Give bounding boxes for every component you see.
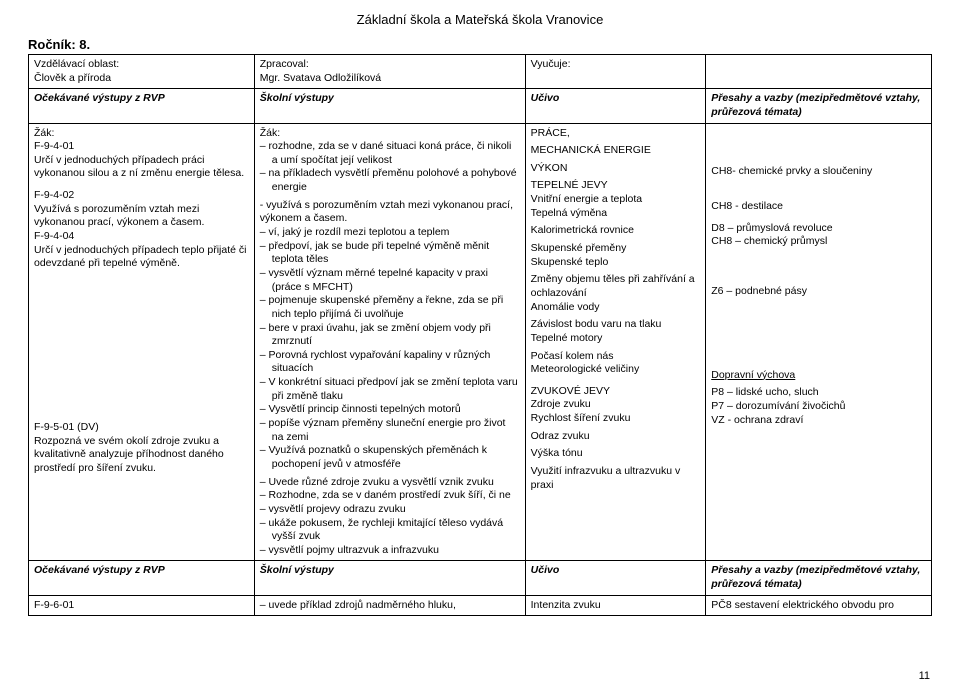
text: Určí v jednoduchých případech práci vyko… [34, 154, 249, 181]
cell-empty [706, 55, 932, 89]
text: Skupenské přeměny [531, 242, 701, 256]
text: Tepelné motory [531, 332, 701, 346]
text: Vnitřní energie a teplota [531, 193, 701, 207]
list-item: Uvede různé zdroje zvuku a vysvětlí vzni… [272, 476, 520, 490]
text: MECHANICKÁ ENERGIE [531, 144, 701, 158]
cell: Intenzita zvuku [525, 595, 706, 616]
header-ucivo: Učivo [525, 561, 706, 595]
zak-label: Žák: [260, 127, 520, 141]
text: - využívá s porozuměním vztah mezi vykon… [260, 199, 520, 226]
cell-oblast: Vzdělávací oblast: Člověk a příroda [29, 55, 255, 89]
list-item: pojmenuje skupenské přeměny a řekne, zda… [272, 294, 520, 321]
text: Určí v jednoduchých případech teplo přij… [34, 244, 249, 271]
text: Odraz zvuku [531, 430, 701, 444]
header-rvp: Očekávané výstupy z RVP [29, 561, 255, 595]
code: F-9-5-01 (DV) [34, 421, 249, 435]
code: F-9-4-01 [34, 140, 249, 154]
list-item: ví, jaký je rozdíl mezi teplotou a teple… [272, 226, 520, 240]
text: Z6 – podnebné pásy [711, 285, 926, 299]
list-item: vysvětlí pojmy ultrazvuk a infrazvuku [272, 544, 520, 558]
text: TEPELNÉ JEVY [531, 179, 701, 193]
text: Využívá s porozuměním vztah mezi vykonan… [34, 203, 249, 230]
text: Anomálie vody [531, 301, 701, 315]
zak-label: Žák: [34, 127, 249, 141]
header-presahy: Přesahy a vazby (mezipředmětové vztahy, … [706, 561, 932, 595]
text: Rychlost šíření zvuku [531, 412, 701, 426]
page-number: 11 [919, 670, 930, 682]
list: ví, jaký je rozdíl mezi teplotou a teple… [260, 226, 520, 472]
page-header: Základní škola a Mateřská škola Vranovic… [28, 12, 932, 27]
list-item: předpoví, jak se bude při tepelné výměně… [272, 240, 520, 267]
code: F-9-4-04 [34, 230, 249, 244]
table-row: F-9-6-01 uvede příklad zdrojů nadměrného… [29, 595, 932, 616]
cell-zpracoval: Zpracoval: Mgr. Svatava Odložilíková [254, 55, 525, 89]
curriculum-table: Vzdělávací oblast: Člověk a příroda Zpra… [28, 54, 932, 616]
code: F-9-4-02 [34, 189, 249, 203]
header-rvp: Očekávané výstupy z RVP [29, 89, 255, 123]
list-item: uvede příklad zdrojů nadměrného hluku, [272, 599, 520, 613]
text: VÝKON [531, 162, 701, 176]
text: Dopravní výchova [711, 369, 926, 383]
text: Výška tónu [531, 447, 701, 461]
rocnik-label: Ročník: 8. [28, 37, 932, 52]
text: Tepelná výměna [531, 207, 701, 221]
header-ucivo: Učivo [525, 89, 706, 123]
text: Skupenské teplo [531, 256, 701, 270]
zpracoval-label: Zpracoval: [260, 58, 520, 72]
text: Počasí kolem nás [531, 350, 701, 364]
text: Závislost bodu varu na tlaku [531, 318, 701, 332]
text: P7 – dorozumívání živočichů [711, 400, 926, 414]
list-item: bere v praxi úvahu, jak se změní objem v… [272, 322, 520, 349]
list: Uvede různé zdroje zvuku a vysvětlí vzni… [260, 476, 520, 558]
table-row: Očekávané výstupy z RVP Školní výstupy U… [29, 89, 932, 123]
list-item: V konkrétní situaci předpoví jak se změn… [272, 376, 520, 403]
text: Kalorimetrická rovnice [531, 224, 701, 238]
text: Meteorologické veličiny [531, 363, 701, 377]
table-row: Očekávané výstupy z RVP Školní výstupy U… [29, 561, 932, 595]
cell-vyucuje: Vyučuje: [525, 55, 706, 89]
text: ZVUKOVÉ JEVY [531, 385, 701, 399]
list: rozhodne, zda se v dané situaci koná prá… [260, 140, 520, 195]
zpracoval-value: Mgr. Svatava Odložilíková [260, 72, 520, 86]
text: D8 – průmyslová revoluce [711, 222, 926, 236]
list-item: popíše význam přeměny sluneční energie p… [272, 417, 520, 444]
cell-rvp-body: Žák: F-9-4-01 Určí v jednoduchých případ… [29, 123, 255, 561]
oblast-label: Vzdělávací oblast: [34, 58, 249, 72]
cell-ucivo-body: PRÁCE, MECHANICKÁ ENERGIE VÝKON TEPELNÉ … [525, 123, 706, 561]
text: PRÁCE, [531, 127, 701, 141]
oblast-value: Člověk a příroda [34, 72, 249, 86]
cell: uvede příklad zdrojů nadměrného hluku, [254, 595, 525, 616]
list-item: ukáže pokusem, že rychleji kmitající těl… [272, 517, 520, 544]
cell-skolni-body: Žák: rozhodne, zda se v dané situaci kon… [254, 123, 525, 561]
cell-presahy-body: CH8- chemické prvky a sloučeniny CH8 - d… [706, 123, 932, 561]
list-item: Porovná rychlost vypařování kapaliny v r… [272, 349, 520, 376]
text: Využití infrazvuku a ultrazvuku v praxi [531, 465, 701, 492]
list-item: vysvětlí význam měrné tepelné kapacity v… [272, 267, 520, 294]
text: CH8 - destilace [711, 200, 926, 214]
header-skolni: Školní výstupy [254, 89, 525, 123]
text: P8 – lidské ucho, sluch [711, 386, 926, 400]
text: Změny objemu těles při zahřívání a ochla… [531, 273, 701, 300]
list-item: Vysvětlí princip činnosti tepelných moto… [272, 403, 520, 417]
cell: PČ8 sestavení elektrického obvodu pro [706, 595, 932, 616]
header-presahy: Přesahy a vazby (mezipředmětové vztahy, … [706, 89, 932, 123]
list-item: na příkladech vysvětlí přeměnu polohové … [272, 167, 520, 194]
text: VZ - ochrana zdraví [711, 414, 926, 428]
cell: F-9-6-01 [29, 595, 255, 616]
text: CH8 – chemický průmysl [711, 235, 926, 249]
text: CH8- chemické prvky a sloučeniny [711, 165, 926, 179]
table-row: Žák: F-9-4-01 Určí v jednoduchých případ… [29, 123, 932, 561]
text: Rozpozná ve svém okolí zdroje zvuku a kv… [34, 435, 249, 476]
header-skolni: Školní výstupy [254, 561, 525, 595]
list-item: Využívá poznatků o skupenských přeměnách… [272, 444, 520, 471]
text: Zdroje zvuku [531, 398, 701, 412]
list-item: Rozhodne, zda se v daném prostředí zvuk … [272, 489, 520, 503]
table-row: Vzdělávací oblast: Člověk a příroda Zpra… [29, 55, 932, 89]
list-item: rozhodne, zda se v dané situaci koná prá… [272, 140, 520, 167]
list-item: vysvětlí projevy odrazu zvuku [272, 503, 520, 517]
